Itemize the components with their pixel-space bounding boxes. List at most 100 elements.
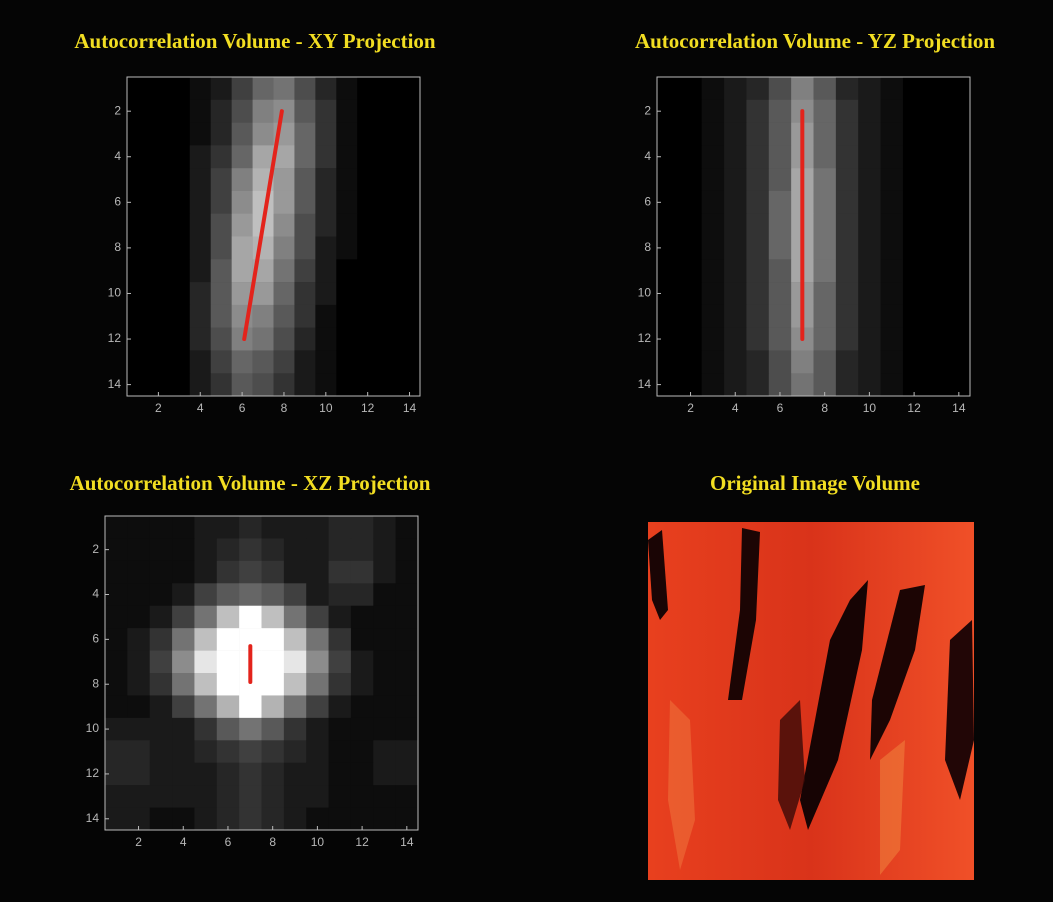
heatmap-cell <box>814 282 837 305</box>
heatmap-cell <box>329 651 352 674</box>
heatmap-cell <box>127 259 148 282</box>
heatmap-cell <box>836 373 859 396</box>
heatmap-cell <box>858 259 881 282</box>
heatmap-cell <box>211 282 232 305</box>
heatmap-cell <box>679 168 702 191</box>
heatmap-cell <box>357 350 378 373</box>
heatmap-cell <box>836 145 859 168</box>
heatmap-cell <box>769 168 792 191</box>
heatmap-cell <box>351 673 374 696</box>
heatmap-cell <box>396 785 419 808</box>
heatmap-cell <box>373 695 396 718</box>
heatmap-cell <box>294 305 315 328</box>
heatmap-cell <box>858 305 881 328</box>
heatmap-cell <box>881 237 904 260</box>
heatmap-cell <box>105 695 128 718</box>
heatmap-cell <box>746 305 769 328</box>
heatmap-cell <box>657 214 680 237</box>
heatmap-cell <box>746 328 769 351</box>
heatmap-cell <box>858 100 881 123</box>
heatmap-cell <box>262 628 285 651</box>
heatmap-cell <box>105 516 128 539</box>
heatmap-cell <box>190 100 211 123</box>
heatmap-cell <box>232 237 253 260</box>
heatmap-cell <box>127 673 150 696</box>
heatmap-cell <box>150 740 173 763</box>
heatmap-cell <box>105 785 128 808</box>
heatmap-cell <box>169 282 190 305</box>
heatmap-cell <box>190 259 211 282</box>
heatmap-cell <box>724 123 747 146</box>
heatmap-cell <box>306 516 329 539</box>
heatmap-cell <box>746 214 769 237</box>
heatmap-cell <box>169 100 190 123</box>
heatmap-cell <box>169 259 190 282</box>
x-tick-label: 4 <box>180 835 187 849</box>
heatmap-cell <box>769 123 792 146</box>
heatmap-cell <box>373 785 396 808</box>
heatmap-cell <box>396 651 419 674</box>
heatmap-cell <box>150 673 173 696</box>
heatmap-cell <box>881 214 904 237</box>
heatmap-cell <box>172 785 195 808</box>
heatmap-cell <box>351 628 374 651</box>
heatmap-cell <box>378 123 399 146</box>
heatmap-cell <box>679 328 702 351</box>
heatmap-cell <box>253 77 274 100</box>
heatmap-cell <box>679 305 702 328</box>
heatmap-cell <box>396 583 419 606</box>
heatmap-cell <box>211 237 232 260</box>
heatmap-cell <box>284 718 307 741</box>
heatmap-cell <box>836 305 859 328</box>
heatmap-cell <box>239 516 262 539</box>
heatmap-cell <box>702 214 725 237</box>
heatmap-cell <box>858 77 881 100</box>
heatmap-cell <box>329 628 352 651</box>
y-tick-label: 12 <box>638 331 652 345</box>
heatmap-cell <box>148 259 169 282</box>
heatmap-cell <box>679 100 702 123</box>
heatmap-cell <box>679 77 702 100</box>
heatmap-cell <box>172 651 195 674</box>
heatmap-cell <box>148 350 169 373</box>
heatmap-cell <box>399 305 420 328</box>
heatmap-cell <box>194 718 217 741</box>
heatmap-cell <box>172 606 195 629</box>
heatmap-cell <box>194 516 217 539</box>
heatmap-cell <box>315 282 336 305</box>
heatmap-cell <box>836 100 859 123</box>
heatmap-cell <box>724 145 747 168</box>
heatmap-cell <box>239 808 262 831</box>
heatmap-cell <box>351 538 374 561</box>
heatmap-cell <box>769 77 792 100</box>
heatmap-cell <box>378 168 399 191</box>
heatmap-cell <box>294 373 315 396</box>
heatmap-cell <box>746 123 769 146</box>
heatmap-cell <box>814 145 837 168</box>
y-tick-label: 4 <box>644 149 651 163</box>
heatmap-cell <box>274 350 295 373</box>
heatmap-cell <box>903 350 926 373</box>
heatmap-cell <box>315 328 336 351</box>
heatmap-cell <box>881 259 904 282</box>
heatmap-cell <box>315 77 336 100</box>
heatmap-cell <box>172 763 195 786</box>
heatmap-cell <box>274 214 295 237</box>
heatmap-cell <box>329 606 352 629</box>
heatmap-cell <box>396 606 419 629</box>
heatmap-cell <box>190 237 211 260</box>
heatmap-cell <box>881 123 904 146</box>
heatmap-cell <box>211 328 232 351</box>
heatmap-cell <box>881 282 904 305</box>
heatmap-cell <box>791 77 814 100</box>
heatmap-cell <box>836 168 859 191</box>
heatmap-cell <box>315 100 336 123</box>
heatmap-cell <box>357 328 378 351</box>
heatmap-cell <box>373 673 396 696</box>
heatmap-cell <box>373 808 396 831</box>
heatmap-cell <box>194 763 217 786</box>
heatmap-cell <box>769 328 792 351</box>
heatmap-cell <box>127 77 148 100</box>
heatmap-cell <box>925 259 948 282</box>
heatmap-cell <box>306 606 329 629</box>
